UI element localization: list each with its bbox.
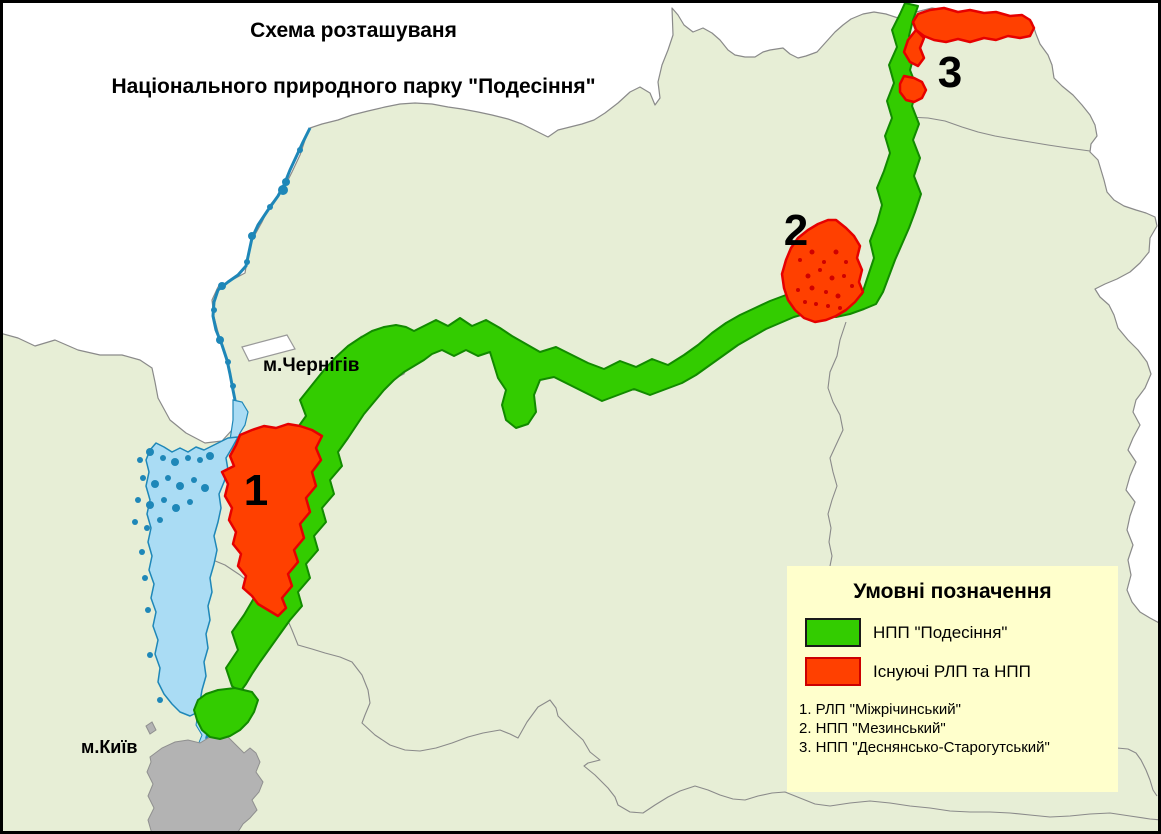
legend-item-park: НПП "Подесіння"	[805, 618, 1108, 647]
rlp-mizhrichynskyi-area-1	[220, 422, 324, 618]
district-line-southeast	[1116, 747, 1158, 797]
city-label-kyiv: м.Київ	[81, 737, 138, 757]
district-line-north	[907, 116, 1091, 152]
kyiv-reservoir	[132, 436, 239, 717]
kyiv-city-area	[146, 732, 264, 831]
npp-desniansko-starohutskyi-area-3	[911, 6, 1036, 44]
legend-item-protected: Існуючі РЛП та НПП	[805, 657, 1108, 686]
map-title: Схема розташуваня Національного природно…	[41, 17, 666, 101]
kyiv-city-fragment	[145, 721, 157, 735]
city-label-chernihiv: м.Чернігів	[263, 355, 360, 376]
map-legend: Умовні позначення НПП "Подесіння" Існуюч…	[787, 566, 1118, 792]
map-title-line1: Схема розташуваня	[250, 19, 457, 42]
area-3-west-hook	[902, 28, 926, 68]
legend-swatch-red	[805, 657, 861, 686]
area-3-fragment	[898, 74, 928, 104]
legend-numbered-item-2: 2. НПП "Мезинський"	[799, 720, 946, 737]
dnipro-river-upper	[211, 127, 312, 444]
map-marker-2: 2	[783, 206, 809, 255]
river-widening	[229, 399, 249, 444]
protected-areas	[220, 6, 1036, 618]
park-kyiv-blob	[193, 687, 259, 740]
legend-item-protected-label: Існуючі РЛП та НПП	[873, 661, 1031, 681]
legend-title: Умовні позначення	[853, 580, 1052, 603]
map-marker-3: 3	[937, 48, 963, 97]
district-line-east	[827, 321, 847, 567]
map-title-line2: Національного природного парку "Подесінн…	[111, 75, 596, 98]
legend-numbered-item-3: 3. НПП "Деснянсько-Старогутський"	[799, 739, 1050, 756]
white-area-polygon	[241, 334, 296, 362]
npp-mezynskyi-area-2	[780, 218, 865, 324]
legend-swatch-green	[805, 618, 861, 647]
reservoir-fringe	[132, 448, 214, 703]
oblast-south-boundary	[207, 557, 1158, 821]
legend-numbered-item-1: 1. РЛП "Міжрічинський"	[799, 701, 961, 718]
legend-item-park-label: НПП "Подесіння"	[873, 622, 1008, 642]
map-marker-1: 1	[243, 466, 269, 515]
legend-numbered-list: 1. РЛП "Міжрічинський" 2. НПП "Мезинськи…	[799, 700, 1108, 757]
area-2-speckles	[796, 249, 854, 310]
district-boundaries	[207, 116, 1158, 821]
